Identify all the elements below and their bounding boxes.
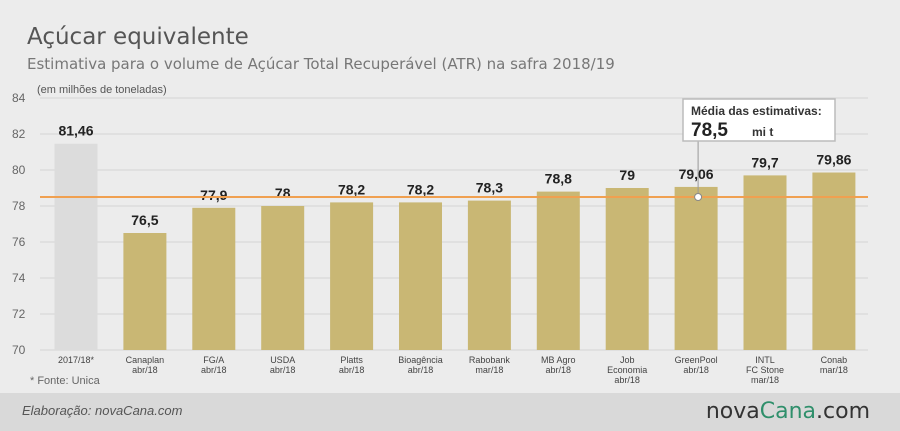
y-tick-label: 80 — [12, 163, 26, 177]
bar — [54, 143, 98, 350]
brand-logo: novaCana.com — [706, 399, 870, 424]
x-tick-label: abr/18 — [270, 365, 296, 375]
bar — [123, 233, 167, 350]
bar — [261, 206, 305, 350]
bar — [330, 202, 374, 350]
y-tick-label: 70 — [12, 343, 26, 357]
x-tick-label: GreenPool — [675, 355, 718, 365]
x-tick-label: USDA — [270, 355, 295, 365]
bar — [605, 188, 649, 350]
x-tick-label: abr/18 — [408, 365, 434, 375]
x-tick-label: abr/18 — [546, 365, 572, 375]
bar — [743, 175, 787, 350]
unit-note: (em milhões de toneladas) — [37, 84, 167, 96]
x-tick-label: FC Stone — [746, 365, 784, 375]
bar-value-label: 78,2 — [338, 181, 365, 197]
y-tick-label: 72 — [12, 307, 26, 321]
average-annotation-value: 78,5 — [691, 120, 728, 141]
bar — [399, 202, 442, 350]
y-tick-label: 78 — [12, 199, 26, 213]
bar-value-label: 79 — [619, 167, 635, 183]
bar-value-label: 78,3 — [476, 180, 503, 196]
x-tick-label: abr/18 — [132, 365, 158, 375]
y-tick-label: 82 — [12, 127, 26, 141]
x-tick-label: abr/18 — [201, 365, 227, 375]
chart-subtitle: Estimativa para o volume de Açúcar Total… — [27, 55, 615, 73]
footer: Elaboração: novaCana.com novaCana.com — [0, 393, 900, 431]
x-tick-label: Platts — [340, 355, 363, 365]
chart-title: Açúcar equivalente — [27, 24, 249, 50]
bar-value-label: 79,86 — [816, 152, 851, 168]
x-tick-label: mar/18 — [751, 375, 779, 385]
x-tick-label: mar/18 — [475, 365, 503, 375]
bar — [536, 191, 580, 350]
brand-part-2: Cana — [759, 399, 817, 424]
x-tick-label: mar/18 — [820, 365, 848, 375]
y-tick-label: 76 — [12, 235, 26, 249]
average-annotation-unit: mi t — [752, 125, 773, 139]
bar-value-label: 78,8 — [545, 171, 572, 187]
x-tick-label: Job — [620, 355, 635, 365]
x-tick-label: Economia — [607, 365, 647, 375]
bar-value-label: 81,46 — [58, 123, 93, 139]
brand-part-1: nova — [705, 399, 760, 424]
x-tick-label: MB Agro — [541, 355, 576, 365]
bar-value-label: 79,06 — [679, 166, 714, 182]
x-tick-label: INTL — [755, 355, 775, 365]
average-annotation-label: Média das estimativas: — [691, 104, 822, 118]
footer-credit: Elaboração: novaCana.com — [22, 403, 183, 418]
bar-value-label: 76,5 — [131, 212, 158, 228]
bar — [812, 172, 856, 350]
x-tick-label: abr/18 — [614, 375, 640, 385]
x-tick-label: Canaplan — [126, 355, 165, 365]
x-tick-label: Bioagência — [398, 355, 443, 365]
bar-value-label: 78 — [275, 185, 291, 201]
source-note: * Fonte: Unica — [30, 375, 101, 387]
y-tick-label: 84 — [12, 91, 26, 105]
bar — [192, 207, 236, 350]
brand-part-3: .com — [816, 399, 870, 424]
x-tick-label: Conab — [821, 355, 848, 365]
x-tick-label: FG/A — [203, 355, 224, 365]
y-tick-label: 74 — [12, 271, 26, 285]
bar-value-label: 77,9 — [200, 187, 227, 203]
x-tick-label: abr/18 — [339, 365, 365, 375]
average-marker — [694, 193, 703, 201]
bar — [674, 186, 718, 350]
x-tick-label: abr/18 — [683, 365, 709, 375]
bar — [467, 200, 511, 350]
average-annotation-box — [682, 98, 836, 142]
bar-value-label: 79,7 — [751, 154, 778, 170]
bar-value-label: 78,2 — [407, 181, 434, 197]
x-tick-label: Rabobank — [469, 355, 511, 365]
x-tick-label: 2017/18* — [58, 355, 95, 365]
